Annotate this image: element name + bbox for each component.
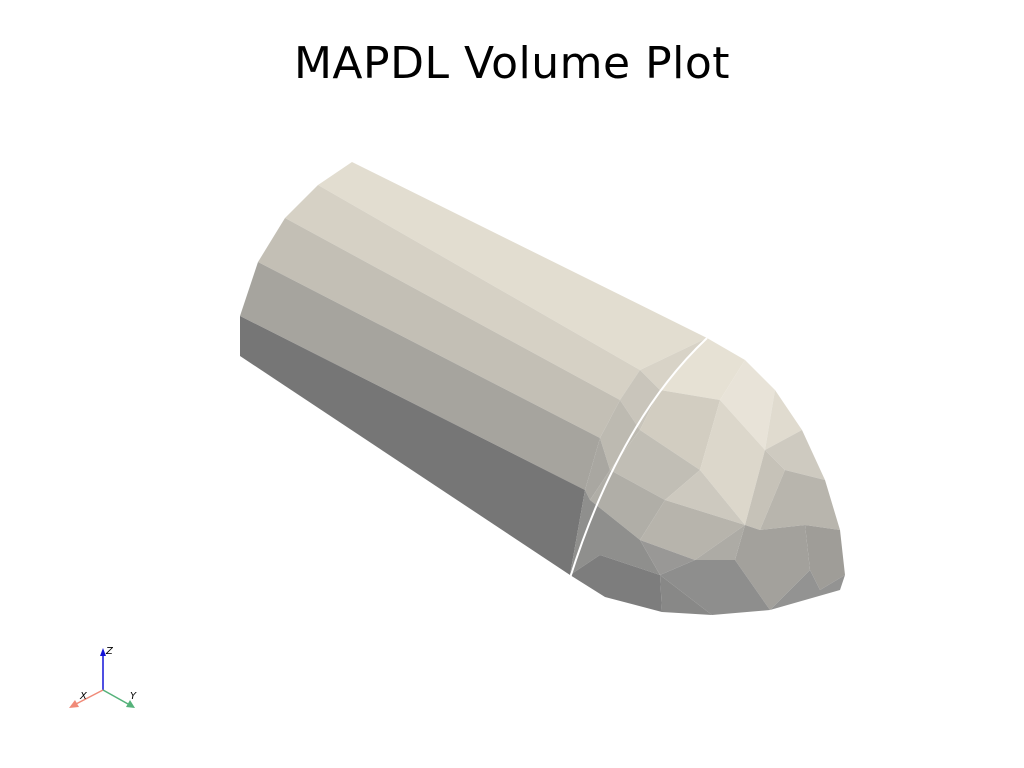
cap-facet-22 [660, 560, 770, 615]
cap-facet-21 [640, 540, 695, 575]
orientation-axes-widget: Z X Y [69, 646, 137, 708]
y-axis-label: Y [130, 691, 137, 702]
x-axis-label: X [79, 691, 88, 702]
cap-facet-6 [700, 400, 765, 525]
seam-line [569, 337, 708, 579]
body-strip-3 [258, 218, 620, 438]
cap-facet-24 [570, 555, 662, 612]
x-axis-line [75, 689, 104, 705]
cap-facet-15 [590, 470, 665, 540]
z-axis-label: Z [105, 646, 114, 657]
body-strip-4 [240, 262, 600, 490]
cap-facet-5 [640, 390, 720, 470]
body-strip-1 [318, 162, 707, 370]
x-axis-arrow-icon [69, 700, 79, 708]
cap-facet-10 [600, 400, 640, 470]
cap-facet-14 [585, 438, 610, 500]
cap-facet-8 [745, 450, 785, 530]
cap-facet-12 [665, 470, 745, 525]
body-strip-2 [285, 185, 640, 400]
cap-facet-7 [765, 430, 825, 480]
plot-title: MAPDL Volume Plot [293, 38, 731, 89]
cap-facet-4 [640, 338, 707, 390]
cap-facet-23 [770, 570, 845, 610]
cap-facet-13 [760, 470, 840, 530]
cap-facet-1 [660, 338, 745, 400]
y-axis-arrow-icon [126, 700, 135, 708]
body-strip-5 [240, 316, 585, 575]
z-axis-arrow-icon [100, 648, 106, 656]
cap-facet-11 [610, 430, 700, 500]
cap-facet-18 [695, 525, 745, 560]
cap-facet-19 [805, 525, 845, 590]
cap-facet-16 [640, 500, 745, 560]
y-axis-line [102, 689, 129, 705]
cap-facet-25 [660, 575, 712, 615]
volume-model [240, 162, 845, 615]
cap-facet-20 [570, 490, 660, 575]
cap-facet-2 [720, 360, 775, 450]
